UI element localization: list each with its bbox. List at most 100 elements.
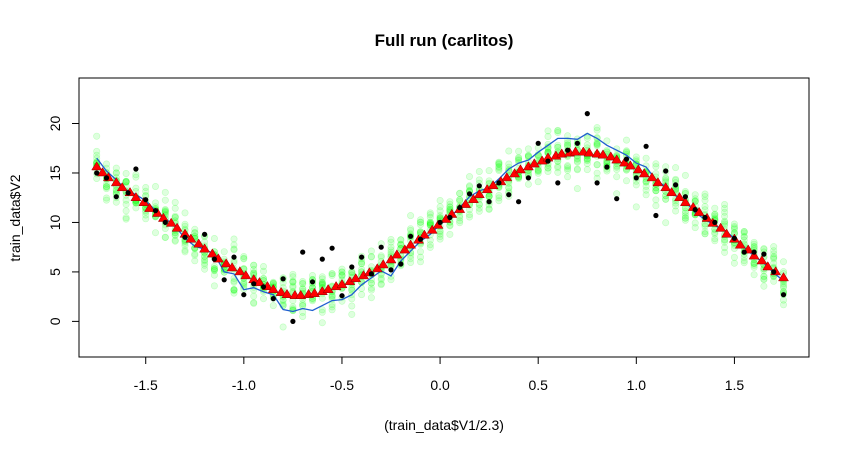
predicted-mean-marker: [165, 217, 177, 227]
posterior-draw-point: [230, 245, 238, 253]
posterior-draw-point: [632, 153, 640, 161]
posterior-draw-point: [122, 178, 130, 186]
posterior-draw-point: [426, 218, 434, 226]
posterior-draw-point: [250, 261, 258, 269]
posterior-draw-point: [103, 185, 111, 193]
posterior-draw-point: [367, 253, 375, 261]
posterior-draw-point: [318, 275, 326, 283]
posterior-draw-point: [622, 147, 630, 155]
posterior-draw-point: [338, 268, 346, 276]
posterior-draw-point: [201, 261, 209, 269]
posterior-draw-point: [721, 212, 729, 220]
posterior-draw-point: [760, 273, 768, 281]
posterior-draw-point: [230, 289, 238, 297]
posterior-draw-point: [534, 168, 542, 176]
posterior-draw-point: [652, 187, 660, 195]
posterior-draw-point: [760, 282, 768, 290]
posterior-draw-point: [367, 294, 375, 302]
observed-point: [731, 235, 738, 241]
posterior-draw-point: [554, 143, 562, 151]
posterior-draw-point: [299, 285, 307, 293]
observed-point: [623, 156, 630, 162]
observed-point: [329, 245, 335, 251]
posterior-draw-point: [112, 164, 120, 172]
observed-point: [555, 180, 561, 186]
posterior-draw-point: [132, 184, 140, 192]
observed-point: [359, 254, 365, 260]
posterior-draw-point: [122, 178, 130, 186]
posterior-draw-point: [436, 197, 444, 205]
posterior-draw-point: [171, 204, 179, 212]
posterior-draw-point: [210, 266, 218, 274]
posterior-draw-point: [691, 195, 699, 203]
posterior-draw-point: [387, 243, 395, 251]
posterior-draw-point: [230, 278, 238, 286]
observed-point: [270, 296, 276, 302]
posterior-draw-point: [446, 198, 454, 206]
y-tick-label: 15: [47, 165, 63, 181]
posterior-draw-point: [142, 184, 150, 192]
posterior-draw-point: [721, 238, 729, 246]
predicted-mean-marker: [528, 158, 540, 168]
posterior-draw-point: [770, 253, 778, 261]
predicted-mean-marker: [666, 187, 678, 197]
posterior-draw-point: [397, 240, 405, 248]
predicted-mean-marker: [611, 154, 623, 164]
posterior-draw-point: [161, 196, 169, 204]
posterior-draw-point: [416, 218, 424, 226]
posterior-draw-point: [515, 147, 523, 155]
posterior-draw-point: [779, 282, 787, 290]
observed-point: [663, 168, 669, 174]
predicted-mean-marker: [515, 164, 526, 174]
posterior-draw-point: [289, 270, 297, 278]
observed-point: [398, 261, 404, 267]
posterior-draw-point: [495, 164, 503, 172]
posterior-draw-point: [279, 296, 287, 304]
observed-point: [437, 219, 443, 225]
posterior-draw-point: [564, 166, 572, 174]
posterior-draw-point: [524, 151, 532, 159]
posterior-draw-point: [181, 242, 189, 250]
posterior-draw-point: [760, 272, 768, 280]
observed-point: [682, 194, 689, 200]
posterior-draw-point: [250, 299, 258, 307]
posterior-draw-point: [593, 161, 601, 169]
posterior-draw-point: [407, 212, 415, 220]
posterior-draw-point: [426, 209, 434, 217]
posterior-draw-point: [681, 207, 689, 215]
observed-point: [290, 318, 296, 324]
posterior-draw-point: [779, 296, 787, 304]
predicted-mean-marker: [220, 258, 232, 268]
posterior-draw-point: [505, 184, 513, 192]
posterior-draw-point: [652, 163, 660, 171]
observed-point: [761, 251, 767, 257]
predicted-mean-marker: [240, 270, 252, 280]
posterior-draw-point: [348, 302, 356, 310]
posterior-draw-point: [485, 167, 493, 175]
posterior-draw-point: [770, 277, 778, 285]
posterior-draw-point: [299, 312, 307, 320]
posterior-draw-point: [495, 197, 503, 205]
observed-point: [741, 249, 747, 255]
posterior-draw-point: [730, 223, 738, 231]
observed-point: [309, 279, 316, 285]
posterior-draw-point: [475, 204, 483, 212]
observed-point: [103, 175, 110, 181]
posterior-draw-point: [289, 303, 297, 311]
predicted-mean-marker: [467, 193, 479, 203]
posterior-draw-point: [299, 308, 307, 316]
posterior-draw-point: [593, 169, 601, 177]
posterior-draw-point: [573, 166, 581, 174]
posterior-draw-point: [475, 207, 483, 215]
posterior-draw-point: [152, 183, 160, 191]
posterior-draw-point: [328, 306, 336, 314]
posterior-draw-point: [191, 225, 199, 233]
posterior-draw-point: [681, 214, 689, 222]
posterior-draw-point: [338, 271, 346, 279]
observed-point: [712, 219, 718, 225]
observed-point: [692, 207, 698, 213]
observed-point: [486, 199, 492, 205]
predicted-mean-marker: [632, 164, 644, 174]
predicted-mean-marker: [377, 259, 389, 269]
posterior-draw-point: [318, 278, 326, 286]
